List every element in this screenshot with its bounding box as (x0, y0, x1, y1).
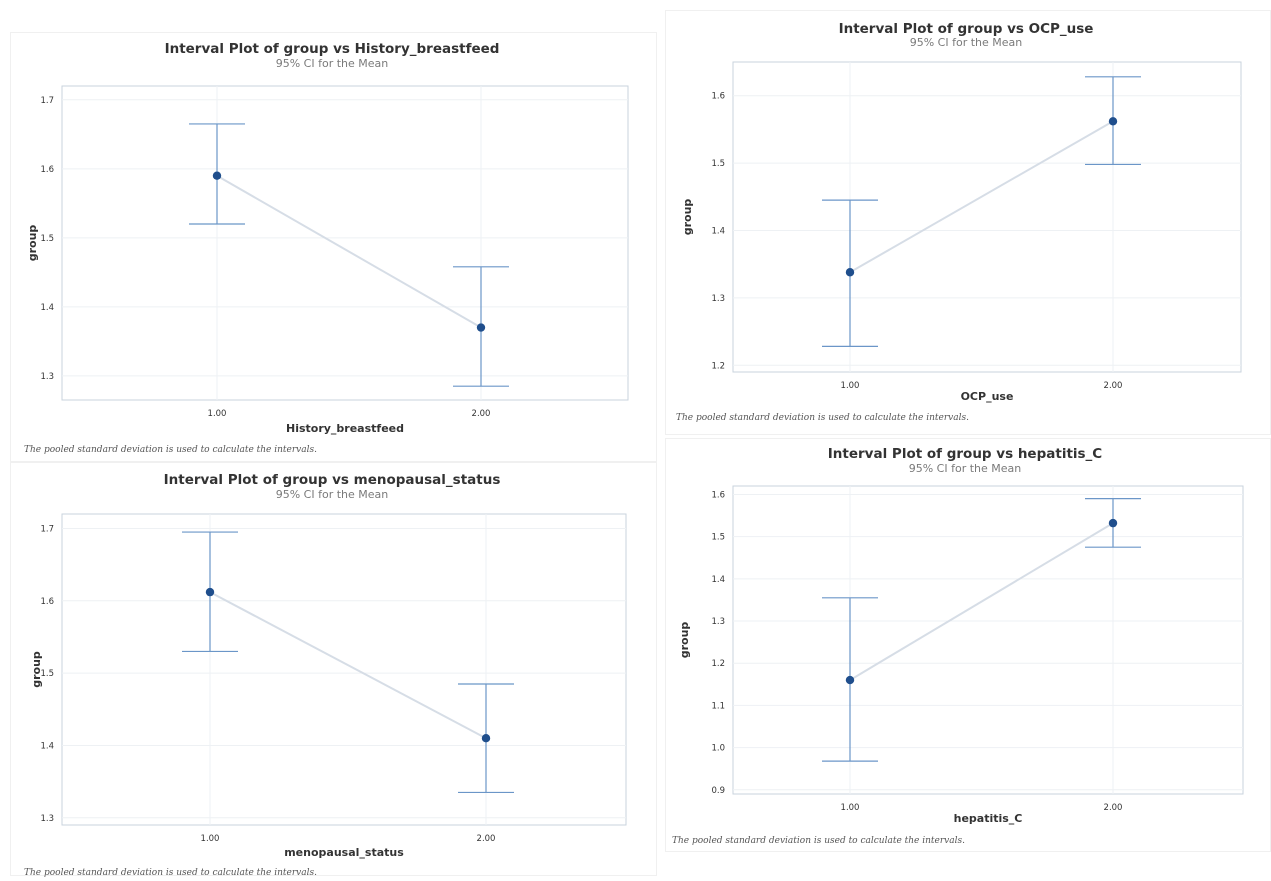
x-tick-label: 2.00 (1104, 381, 1123, 391)
x-tick-label: 2.00 (477, 834, 496, 844)
chart-footnote: The pooled standard deviation is used to… (24, 868, 317, 878)
chart-group: Interval Plot of group vs History_breast… (26, 41, 629, 435)
mean-point (212, 171, 222, 180)
mean-point (481, 734, 491, 743)
y-axis-label: group (681, 199, 694, 236)
chart-footnote: The pooled standard deviation is used to… (24, 445, 317, 455)
x-tick-label: 2.00 (1104, 803, 1123, 813)
chart-subtitle: 95% CI for the Mean (909, 462, 1022, 475)
mean-point (1108, 518, 1118, 528)
mean-point (845, 675, 855, 685)
chart-title: Interval Plot of group vs hepatitis_C (828, 446, 1103, 462)
chart-group: Interval Plot of group vs menopausal_sta… (30, 472, 627, 859)
chart-title: Interval Plot of group vs History_breast… (165, 41, 500, 57)
y-tick-label: 1.6 (711, 92, 725, 102)
chart-footnote: The pooled standard deviation is used to… (672, 836, 965, 846)
chart-footnote: The pooled standard deviation is used to… (676, 413, 969, 423)
y-tick-label: 1.5 (40, 234, 54, 244)
mean-connect-line (209, 591, 487, 740)
x-tick-label: 1.00 (841, 381, 860, 391)
y-tick-label: 1.4 (40, 303, 54, 313)
y-tick-label: 1.3 (711, 294, 725, 304)
chart-title: Interval Plot of group vs OCP_use (839, 21, 1094, 37)
chart-group: Interval Plot of group vs hepatitis_C95%… (678, 446, 1244, 825)
y-tick-label: 1.6 (711, 490, 725, 500)
chart-subtitle: 95% CI for the Mean (276, 488, 389, 501)
mean-point (476, 323, 486, 332)
y-tick-label: 1.1 (711, 701, 725, 711)
y-axis-label: group (30, 651, 43, 688)
panel-frame (10, 32, 657, 462)
mean-connect-line (849, 120, 1114, 274)
chart-subtitle: 95% CI for the Mean (910, 36, 1023, 49)
y-tick-label: 1.5 (711, 159, 725, 169)
plot-area (61, 513, 627, 826)
y-axis-label: group (26, 225, 39, 262)
y-axis-label: group (678, 622, 691, 659)
y-tick-label: 1.5 (711, 533, 725, 543)
y-tick-label: 1.6 (40, 597, 54, 607)
y-tick-label: 1.3 (40, 372, 54, 382)
panel-frame (10, 462, 657, 876)
y-tick-label: 1.7 (40, 524, 54, 534)
mean-connect-line (849, 522, 1114, 681)
x-axis-label: menopausal_status (284, 846, 404, 859)
y-tick-label: 1.2 (711, 659, 725, 669)
plot-area (732, 485, 1244, 795)
plot-area (61, 85, 629, 401)
y-tick-label: 0.9 (711, 786, 725, 796)
x-axis-label: hepatitis_C (954, 812, 1023, 825)
y-tick-label: 1.4 (711, 226, 725, 236)
mean-point (845, 268, 855, 277)
y-tick-label: 1.4 (40, 741, 54, 751)
x-tick-label: 1.00 (208, 409, 227, 419)
x-tick-label: 1.00 (201, 834, 220, 844)
y-tick-label: 1.7 (40, 96, 54, 106)
mean-connect-line (216, 174, 482, 329)
y-tick-label: 1.4 (711, 575, 725, 585)
x-tick-label: 1.00 (841, 803, 860, 813)
mean-point (205, 587, 215, 597)
y-tick-label: 1.2 (711, 361, 725, 371)
y-tick-label: 1.5 (40, 669, 54, 679)
y-tick-label: 1.6 (40, 165, 54, 175)
y-tick-label: 1.3 (40, 814, 54, 824)
chart-subtitle: 95% CI for the Mean (276, 57, 389, 70)
y-tick-label: 1.0 (711, 744, 725, 754)
mean-point (1108, 117, 1118, 126)
x-axis-label: OCP_use (961, 390, 1014, 403)
chart-title: Interval Plot of group vs menopausal_sta… (164, 472, 501, 488)
plot-area (732, 61, 1242, 373)
x-axis-label: History_breastfeed (286, 422, 404, 435)
y-tick-label: 1.3 (711, 617, 725, 627)
x-tick-label: 2.00 (472, 409, 491, 419)
